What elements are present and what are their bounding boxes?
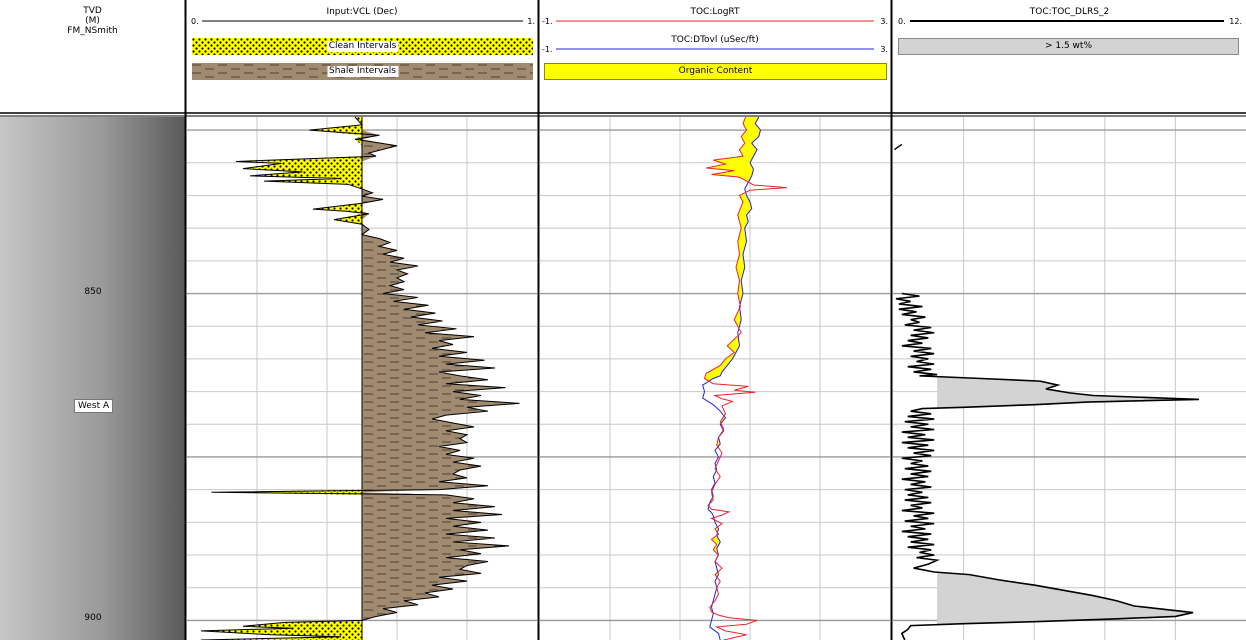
toc-curve-top <box>894 143 903 151</box>
curve-lines <box>200 116 1199 640</box>
legend-toc-label: > 1.5 wt% <box>1044 41 1093 51</box>
legend-shale-intervals: Shale Intervals <box>192 63 533 80</box>
track-title-vcl: Input:VCL (Dec) <box>326 7 398 17</box>
legend-shale-label: Shale Intervals <box>327 66 398 77</box>
toc-curve <box>895 292 1199 640</box>
toc-scale-max: 12. <box>1229 17 1242 26</box>
track-title-toc: TOC:TOC_DLRS_2 <box>1029 7 1110 17</box>
organic-content-fill-3 <box>704 337 740 382</box>
vcl-clean-fill <box>201 117 362 640</box>
legend-organic-content: Organic Content <box>544 63 887 80</box>
depth-track-shading <box>0 117 185 640</box>
grid-lines <box>187 117 1246 640</box>
curve-title-dtovl: TOC:DTovl (uSec/ft) <box>671 35 759 45</box>
dtovl-scale-min: -1. <box>542 45 553 54</box>
zone-label: West A <box>74 399 114 413</box>
vcl-shale-fill <box>362 117 520 640</box>
depth-unit-label: (M) <box>85 16 100 26</box>
toc-cutoff-fill <box>937 144 1199 640</box>
legend-organic-label: Organic Content <box>678 66 753 76</box>
depth-label-850: 850 <box>84 287 102 297</box>
curve-scale-lines <box>202 20 1224 50</box>
dtovl-scale-max: 3. <box>880 45 888 54</box>
vcl-scale-min: 0. <box>191 17 199 26</box>
track-title-logrt: TOC:LogRT <box>690 7 740 17</box>
vcl-scale-max: 1. <box>527 17 535 26</box>
legend-clean-intervals: Clean Intervals <box>192 38 533 55</box>
logrt-scale-min: -1. <box>542 17 553 26</box>
logrt-scale-max: 3. <box>880 17 888 26</box>
depth-label-900: 900 <box>84 613 102 623</box>
depth-type-label: TVD <box>83 6 102 16</box>
legend-toc-cutoff: > 1.5 wt% <box>898 38 1239 55</box>
toc-scale-min: 0. <box>898 17 906 26</box>
depth-formation-label: FM_NSmith <box>67 26 118 36</box>
depth-track-header: TVD (M) FM_NSmith <box>0 6 185 36</box>
organic-content-fill-0 <box>706 117 761 183</box>
logrt-curve <box>703 116 787 640</box>
vcl-curve <box>200 116 520 640</box>
legend-clean-label: Clean Intervals <box>326 41 399 52</box>
